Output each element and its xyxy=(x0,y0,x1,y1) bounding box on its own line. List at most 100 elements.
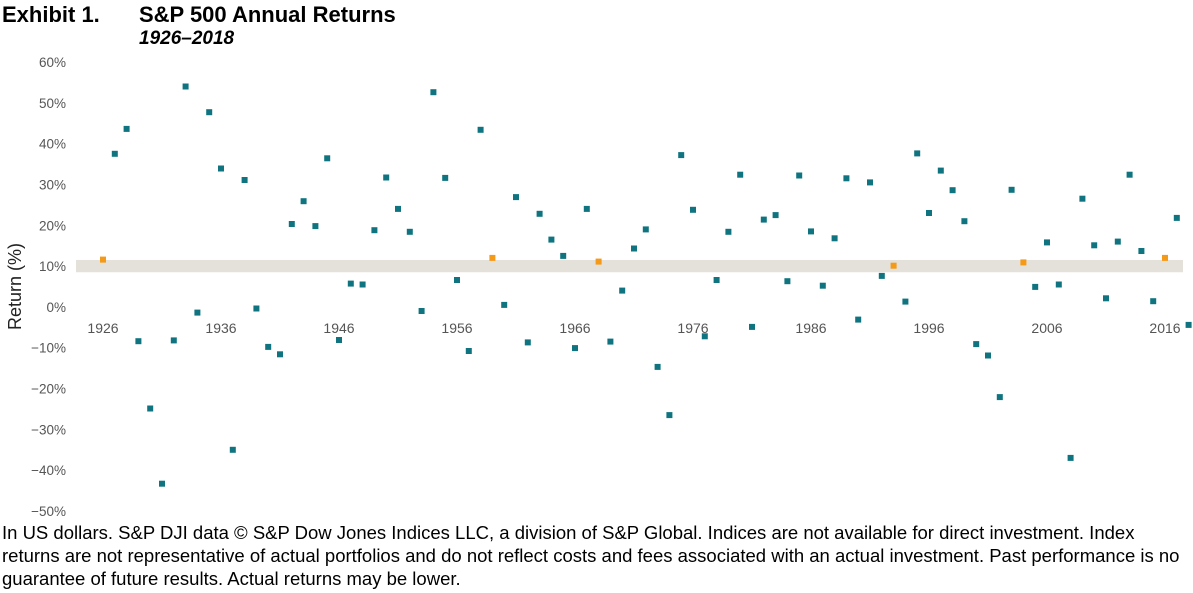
data-point xyxy=(772,212,779,219)
data-point xyxy=(713,277,720,283)
data-point xyxy=(808,228,814,235)
data-point xyxy=(359,281,366,288)
y-tick-label: 10% xyxy=(39,259,66,274)
y-tick-label: −10% xyxy=(31,341,66,356)
y-tick-label: −30% xyxy=(31,422,66,437)
data-point xyxy=(229,446,236,453)
data-point xyxy=(1173,214,1180,221)
data-point xyxy=(760,216,767,223)
x-tick-label: 1986 xyxy=(795,320,826,336)
data-point xyxy=(194,309,201,316)
title-block: Exhibit 1. S&P 500 Annual Returns 1926–20… xyxy=(2,2,396,50)
data-point xyxy=(1032,283,1039,290)
data-point xyxy=(312,223,319,230)
data-point xyxy=(123,125,130,132)
data-point xyxy=(406,228,413,235)
data-point xyxy=(336,337,342,343)
data-point xyxy=(159,480,165,487)
data-point xyxy=(253,305,260,312)
data-point xyxy=(383,174,390,181)
data-point xyxy=(843,175,850,182)
data-point xyxy=(690,206,696,213)
data-point xyxy=(666,412,673,419)
y-tick-label: 40% xyxy=(39,137,66,152)
data-point xyxy=(902,298,909,305)
data-point xyxy=(867,179,873,186)
data-point xyxy=(430,89,437,96)
data-point xyxy=(135,338,142,345)
data-point xyxy=(678,152,685,159)
data-point xyxy=(442,174,449,181)
data-point xyxy=(1067,454,1074,461)
data-point xyxy=(182,83,189,90)
data-point xyxy=(288,221,295,227)
data-point xyxy=(1126,171,1133,178)
data-point xyxy=(784,278,791,285)
y-axis: 60% 50% 40% 30% 20% 10% 0% −10% −20% −30% −40% −50%… xyxy=(5,55,66,519)
data-point xyxy=(536,210,543,217)
data-point xyxy=(1055,281,1062,288)
x-tick-label: 1926 xyxy=(87,320,118,336)
data-point xyxy=(501,301,508,308)
data-point xyxy=(701,333,708,340)
y-tick-label: 60% xyxy=(39,55,66,70)
data-point xyxy=(1008,186,1015,193)
data-point xyxy=(418,308,425,314)
data-point xyxy=(477,126,484,133)
x-axis: 1926 1936 1946 1956 1966 1976 1986 1996 2006 2016 xyxy=(87,320,1180,336)
exhibit-label: Exhibit 1. xyxy=(2,2,100,27)
data-points xyxy=(100,83,1192,487)
x-tick-label: 1956 xyxy=(441,320,472,336)
data-point xyxy=(324,155,331,162)
y-tick-label: −20% xyxy=(31,382,66,397)
data-point xyxy=(395,205,401,212)
data-point xyxy=(265,343,272,350)
data-point xyxy=(111,150,118,157)
data-point xyxy=(1091,242,1098,249)
y-tick-label: −50% xyxy=(31,504,66,519)
average-return-band-layer xyxy=(76,259,1183,273)
data-point-highlight xyxy=(100,256,106,263)
data-point xyxy=(914,150,921,157)
data-point xyxy=(147,405,154,412)
data-point xyxy=(855,316,862,323)
data-point xyxy=(619,287,626,294)
data-point xyxy=(300,198,307,205)
data-point-highlight xyxy=(1162,254,1168,261)
data-point xyxy=(583,205,590,212)
data-point-highlight xyxy=(489,254,496,261)
data-point xyxy=(749,323,755,330)
data-point xyxy=(607,338,614,345)
data-point xyxy=(524,339,531,346)
data-point xyxy=(170,337,177,344)
data-point xyxy=(347,280,354,287)
data-point-highlight xyxy=(595,258,602,265)
data-point xyxy=(218,165,224,172)
data-point xyxy=(1079,195,1086,202)
y-tick-label: 50% xyxy=(39,96,66,111)
data-point xyxy=(961,218,968,225)
data-point xyxy=(819,282,826,289)
chart-subtitle: 1926–2018 xyxy=(139,28,235,49)
x-tick-label: 1946 xyxy=(323,320,354,336)
title-row: Exhibit 1. S&P 500 Annual Returns xyxy=(2,2,396,28)
x-tick-label: 1936 xyxy=(205,320,236,336)
data-point xyxy=(277,351,283,358)
data-point xyxy=(949,187,956,194)
data-point xyxy=(548,236,555,243)
data-point xyxy=(642,226,649,233)
data-point xyxy=(631,245,637,252)
data-point xyxy=(454,277,460,283)
data-point xyxy=(1185,321,1192,328)
data-point xyxy=(926,210,932,216)
footnote: In US dollars. S&P DJI data © S&P Dow Jo… xyxy=(2,522,1180,589)
data-point xyxy=(1114,238,1121,245)
data-point xyxy=(1103,295,1109,302)
average-return-band xyxy=(76,259,1183,273)
data-point xyxy=(996,394,1003,401)
data-point xyxy=(796,172,803,179)
data-point xyxy=(1138,248,1145,254)
y-tick-label: −40% xyxy=(31,463,66,478)
x-tick-label: 1966 xyxy=(559,320,590,336)
data-point xyxy=(206,109,213,116)
